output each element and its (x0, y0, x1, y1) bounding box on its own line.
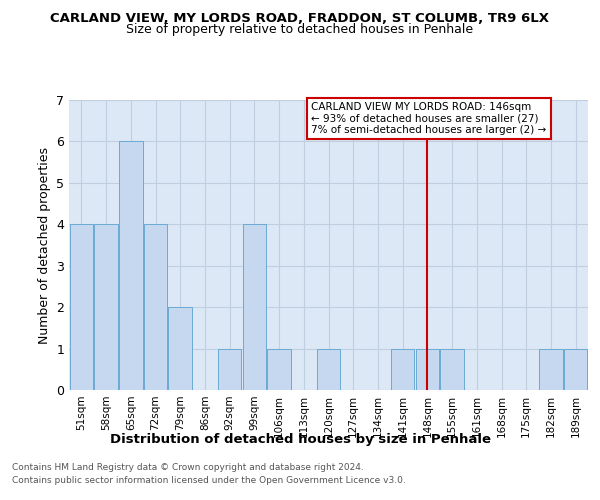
Bar (119, 142, 143, 390)
Bar (416, 348, 439, 390)
Text: Size of property relative to detached houses in Penhale: Size of property relative to detached ho… (127, 24, 473, 36)
Bar (268, 348, 291, 390)
Bar (144, 224, 167, 390)
Bar (317, 348, 340, 390)
Bar (440, 348, 464, 390)
Bar (242, 224, 266, 390)
Text: CARLAND VIEW, MY LORDS ROAD, FRADDON, ST COLUMB, TR9 6LX: CARLAND VIEW, MY LORDS ROAD, FRADDON, ST… (50, 12, 550, 26)
Bar (169, 307, 192, 390)
Text: Distribution of detached houses by size in Penhale: Distribution of detached houses by size … (110, 432, 491, 446)
Bar (539, 348, 563, 390)
Text: CARLAND VIEW MY LORDS ROAD: 146sqm
← 93% of detached houses are smaller (27)
7% : CARLAND VIEW MY LORDS ROAD: 146sqm ← 93%… (311, 102, 547, 136)
Text: Contains public sector information licensed under the Open Government Licence v3: Contains public sector information licen… (12, 476, 406, 485)
Bar (70, 224, 93, 390)
Text: Contains HM Land Registry data © Crown copyright and database right 2024.: Contains HM Land Registry data © Crown c… (12, 464, 364, 472)
Bar (391, 348, 415, 390)
Bar (218, 348, 241, 390)
Y-axis label: Number of detached properties: Number of detached properties (38, 146, 50, 344)
Bar (94, 224, 118, 390)
Bar (564, 348, 587, 390)
